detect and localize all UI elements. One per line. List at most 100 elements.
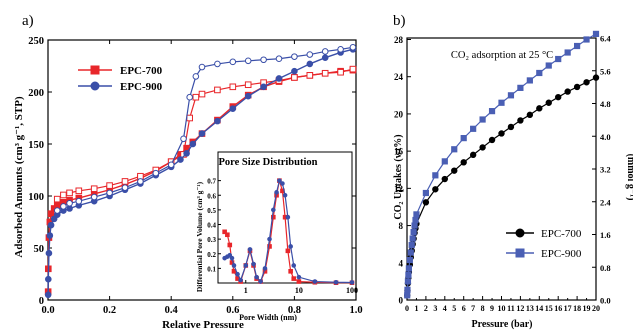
x-tick-label: 20 (592, 304, 600, 313)
uptake-point (405, 271, 412, 278)
x-tick-label: 2 (424, 304, 428, 313)
adsorption-point (183, 150, 190, 157)
adsorption-point (46, 232, 54, 239)
uptake-point (526, 111, 534, 119)
desorption-point (349, 43, 357, 51)
adsorption-point (260, 83, 267, 91)
legend-label: EPC-900 (120, 81, 163, 93)
desorption-point (229, 58, 237, 66)
uptake-point (583, 79, 590, 86)
uptake-point (441, 175, 448, 183)
uptake-point (488, 136, 496, 144)
adsorption-point (306, 60, 314, 68)
adsorption-point (229, 105, 237, 112)
adsorption-point (45, 249, 53, 257)
desorption-point (214, 60, 221, 68)
x-tick-label: 3 (433, 304, 437, 313)
adsorption-point (214, 117, 221, 125)
inset-point (274, 190, 279, 195)
y-tick-label: 12 (394, 184, 404, 194)
desorption-point (229, 83, 237, 91)
inset-point (227, 242, 233, 248)
x-tick-label: 18 (573, 304, 581, 313)
desorption-point (321, 69, 329, 77)
adsorption-point (45, 275, 52, 283)
inset-y-tick-label: 0.2 (207, 251, 216, 259)
x-tick-label: 1.0 (349, 305, 362, 316)
y-tick-right-label: 5.6 (600, 66, 611, 76)
inset-point (291, 263, 297, 268)
uptake-series-epc-700 (403, 74, 600, 299)
inset-point (258, 279, 263, 284)
panel-b-legend: EPC-700 EPC-900 (506, 228, 582, 260)
inset-x-tick-label: 100 (346, 286, 358, 295)
y-tick-label: 28 (394, 35, 404, 45)
desorption-point (75, 197, 83, 205)
desorption-point (121, 184, 129, 191)
uptake-point (432, 186, 439, 193)
y-tick-label: 4 (399, 258, 404, 268)
uptake-point (412, 216, 419, 224)
desorption-point (167, 161, 175, 169)
y-tick-right-label: 0.0 (600, 296, 611, 306)
inset-point (280, 181, 285, 186)
y-tick-right-label: 3.2 (600, 165, 611, 175)
desorption-point (106, 182, 113, 189)
uptake-point (422, 189, 429, 197)
inset-point (349, 280, 355, 285)
uptake-point (405, 265, 412, 272)
uptake-point (592, 74, 600, 81)
desorption-point (291, 74, 298, 81)
uptake-point (451, 167, 458, 174)
desorption-point (60, 191, 67, 199)
uptake-point (545, 62, 552, 69)
inset-point (282, 192, 288, 198)
uptake-point (451, 146, 458, 153)
uptake-point (545, 99, 552, 106)
desorption-point (186, 93, 193, 101)
inset-point (288, 244, 293, 249)
x-tick-label: 0.4 (165, 305, 179, 316)
uptake-point (564, 49, 571, 56)
y-tick-label: 250 (28, 36, 44, 47)
uptake-point (583, 36, 590, 43)
isotherm-series-epc-900 (44, 43, 357, 299)
uptake-point (536, 105, 543, 112)
uptake-point (404, 278, 412, 285)
desorption-point (60, 203, 67, 210)
inset-series-epc-900 (222, 178, 355, 285)
uptake-point (479, 116, 486, 123)
inset-point (271, 207, 276, 213)
inset-point (288, 269, 293, 274)
desorption-point (244, 57, 252, 65)
x-tick-label: 6 (462, 304, 466, 313)
y-tick-right-label: 2.4 (600, 197, 611, 207)
inset-y-tick-label: 0.4 (207, 222, 216, 230)
adsorption-point (291, 67, 298, 75)
inset-point (262, 266, 268, 271)
desorption-point (66, 189, 73, 197)
inset-point (247, 247, 253, 252)
panel-a-xlabel: Relative Pressure (162, 319, 244, 331)
inset-x-tick-label: 10 (295, 286, 303, 295)
panel-a-ylabel: Adsorbed Amounts (cm³ g⁻¹, STP) (13, 96, 25, 258)
inset-y-tick-label: 0.5 (207, 207, 216, 215)
desorption-point (66, 199, 73, 207)
desorption-point (306, 51, 314, 58)
x-tick-label: 14 (535, 304, 543, 313)
desorption-point (53, 195, 61, 203)
adsorption-point (275, 75, 283, 82)
inset-pore-size: Pore Size Distribution Pore Width (nm) D… (195, 151, 358, 322)
x-tick-label: 4 (443, 304, 447, 313)
uptake-point (564, 88, 571, 95)
inset-point (222, 229, 227, 235)
y-tick-label: 200 (28, 88, 44, 99)
uptake-point (460, 159, 467, 166)
y-tick-right-label: 1.6 (600, 230, 611, 240)
y-tick-right-label: 4.0 (600, 132, 611, 142)
uptake-point (460, 135, 467, 142)
uptake-point (469, 151, 477, 159)
uptake-point (479, 144, 486, 151)
uptake-point (592, 30, 600, 38)
